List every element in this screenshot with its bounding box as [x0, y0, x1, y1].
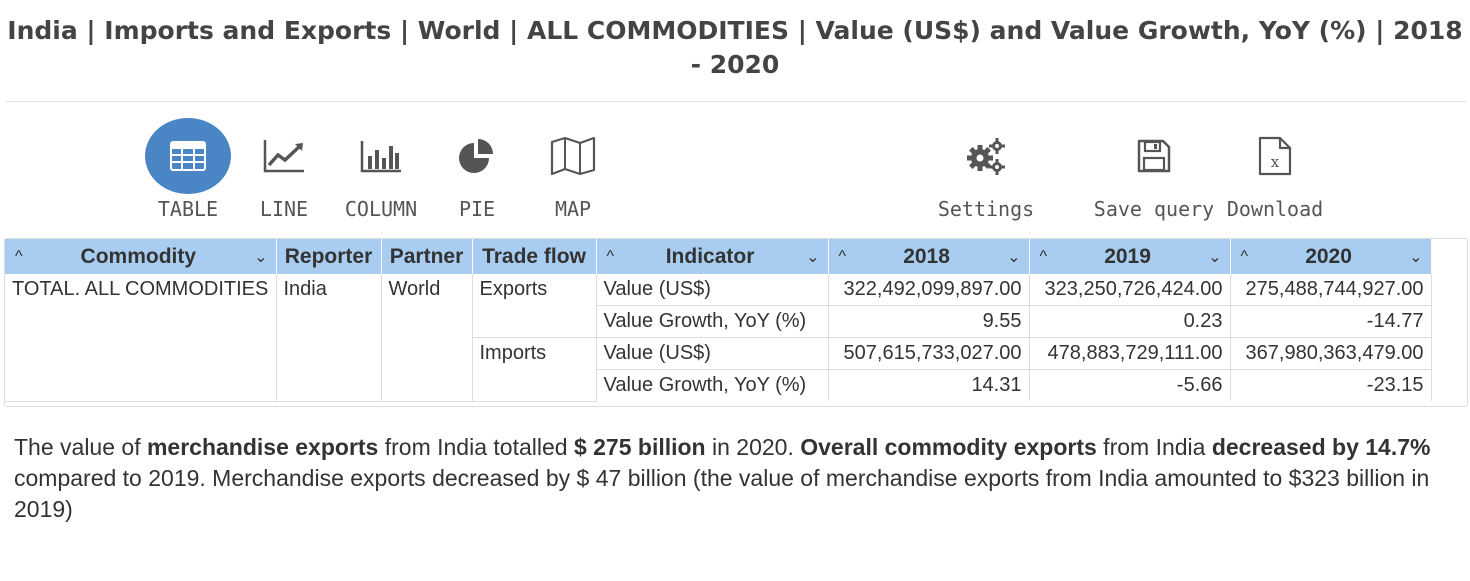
- indicator-cell: Value Growth, YoY (%): [596, 305, 829, 338]
- value-2019-cell: -5.66: [1029, 369, 1231, 401]
- summary-text: The value of: [14, 434, 147, 460]
- value-2020-cell: 275,488,744,927.00: [1230, 274, 1432, 306]
- chevron-down-icon[interactable]: ⌄: [1208, 248, 1222, 266]
- value-2020-cell: -23.15: [1230, 369, 1432, 401]
- svg-text:x: x: [1271, 153, 1280, 171]
- line-view-button[interactable]: LINE: [234, 118, 334, 228]
- partner-cell: World: [381, 274, 473, 402]
- trade-flow-cell: Imports: [472, 337, 597, 402]
- column-view-button[interactable]: COLUMN: [331, 118, 431, 228]
- column-header-trade-flow[interactable]: Trade flow: [472, 239, 597, 274]
- value-2020-cell: 367,980,363,479.00: [1230, 337, 1432, 370]
- table-icon-circle: [145, 118, 231, 194]
- column-chart-icon: [360, 141, 401, 173]
- partner-header-label: Partner: [389, 244, 464, 268]
- settings-button[interactable]: Settings: [936, 118, 1036, 228]
- download-label: Download: [1226, 197, 1324, 221]
- summary-highlight: decreased by 14.7%: [1211, 434, 1431, 460]
- column-header-2018[interactable]: ^ 2018 ⌄: [828, 239, 1030, 274]
- summary-text: compared to 2019. Merchandise exports de…: [14, 465, 1430, 522]
- chevron-down-icon[interactable]: ⌄: [254, 248, 268, 266]
- year-2019-header-label: 2019: [1104, 244, 1151, 268]
- commodity-header-label: Commodity: [80, 244, 197, 268]
- column-header-2020[interactable]: ^ 2020 ⌄: [1230, 239, 1432, 274]
- value-2019-cell: 478,883,729,111.00: [1029, 337, 1231, 370]
- column-header-indicator[interactable]: ^ Indicator ⌄: [596, 239, 829, 274]
- line-chart-icon: [263, 140, 304, 173]
- map-view-button[interactable]: MAP: [523, 118, 623, 228]
- column-header-commodity[interactable]: ^ Commodity ⌄: [5, 239, 277, 274]
- summary-text: in 2020.: [705, 434, 801, 460]
- sort-ascending-icon[interactable]: ^: [1240, 247, 1249, 265]
- reporter-header-label: Reporter: [284, 244, 373, 268]
- summary-text: from India: [1096, 434, 1212, 460]
- column-view-label: COLUMN: [344, 197, 418, 221]
- indicator-header-label: Indicator: [665, 244, 755, 268]
- indicator-cell: Value (US$): [596, 274, 829, 306]
- table-icon: [170, 141, 206, 171]
- indicator-cell: Value (US$): [596, 337, 829, 370]
- chevron-down-icon[interactable]: ⌄: [1409, 248, 1423, 266]
- data-table-container: ^ Commodity ⌄ Reporter Partner: [4, 238, 1468, 407]
- column-header-reporter[interactable]: Reporter: [276, 239, 382, 274]
- gears-icon: [967, 138, 1005, 175]
- table-view-button[interactable]: TABLE: [138, 118, 238, 228]
- sort-ascending-icon[interactable]: ^: [1039, 247, 1048, 265]
- indicator-cell: Value Growth, YoY (%): [596, 369, 829, 401]
- save-query-button[interactable]: Save query: [1092, 118, 1216, 228]
- column-header-partner[interactable]: Partner: [381, 239, 473, 274]
- column-header-2019[interactable]: ^ 2019 ⌄: [1029, 239, 1231, 274]
- map-view-label: MAP: [554, 197, 592, 221]
- sort-ascending-icon[interactable]: ^: [15, 247, 23, 265]
- trade-flow-header-label: Trade flow: [482, 244, 586, 268]
- table-header-row: ^ Commodity ⌄ Reporter Partner: [5, 239, 1432, 274]
- year-2018-header-label: 2018: [903, 244, 950, 268]
- value-2020-cell: -14.77: [1230, 305, 1432, 338]
- commodity-cell: TOTAL. ALL COMMODITIES: [5, 274, 277, 402]
- value-2018-cell: 322,492,099,897.00: [828, 274, 1030, 306]
- excel-file-icon: x: [1258, 136, 1292, 176]
- chevron-down-icon[interactable]: ⌄: [1007, 248, 1021, 266]
- page-title: India | Imports and Exports | World | AL…: [7, 16, 1463, 79]
- table-row: Value Growth, YoY (%) 14.31 -5.66 -23.15: [5, 369, 1432, 401]
- table-view-label: TABLE: [157, 197, 219, 221]
- value-2018-cell: 9.55: [828, 305, 1030, 338]
- table-row: Imports Value (US$) 507,615,733,027.00 4…: [5, 337, 1432, 402]
- year-2020-header-label: 2020: [1305, 244, 1352, 268]
- pie-view-label: PIE: [458, 197, 496, 221]
- value-2018-cell: 14.31: [828, 369, 1030, 401]
- chevron-down-icon[interactable]: ⌄: [806, 248, 820, 266]
- summary-highlight: $ 275 billion: [573, 434, 706, 460]
- value-2018-cell: 507,615,733,027.00: [828, 337, 1030, 370]
- pie-view-button[interactable]: PIE: [427, 118, 527, 228]
- title-divider: [6, 101, 1466, 102]
- data-table: ^ Commodity ⌄ Reporter Partner: [5, 239, 1432, 402]
- pie-chart-icon: [459, 139, 493, 173]
- download-button[interactable]: x Download: [1224, 118, 1326, 228]
- summary-paragraph: The value of merchandise exports from In…: [14, 432, 1454, 525]
- line-view-label: LINE: [259, 197, 309, 221]
- settings-label: Settings: [937, 197, 1035, 221]
- save-query-label: Save query: [1093, 197, 1215, 221]
- trade-flow-cell: Exports: [472, 274, 597, 338]
- value-2019-cell: 0.23: [1029, 305, 1231, 338]
- sort-ascending-icon[interactable]: ^: [838, 247, 847, 265]
- map-icon: [550, 136, 596, 176]
- sort-ascending-icon[interactable]: ^: [606, 247, 615, 265]
- summary-highlight: Overall commodity exports: [800, 434, 1097, 460]
- floppy-disk-icon: [1137, 139, 1171, 173]
- table-row: Value Growth, YoY (%) 9.55 0.23 -14.77: [5, 305, 1432, 338]
- table-row: TOTAL. ALL COMMODITIES India World Expor…: [5, 274, 1432, 402]
- value-2019-cell: 323,250,726,424.00: [1029, 274, 1231, 306]
- summary-text: from India totalled: [378, 434, 574, 460]
- summary-highlight: merchandise exports: [146, 434, 379, 460]
- reporter-cell: India: [276, 274, 382, 402]
